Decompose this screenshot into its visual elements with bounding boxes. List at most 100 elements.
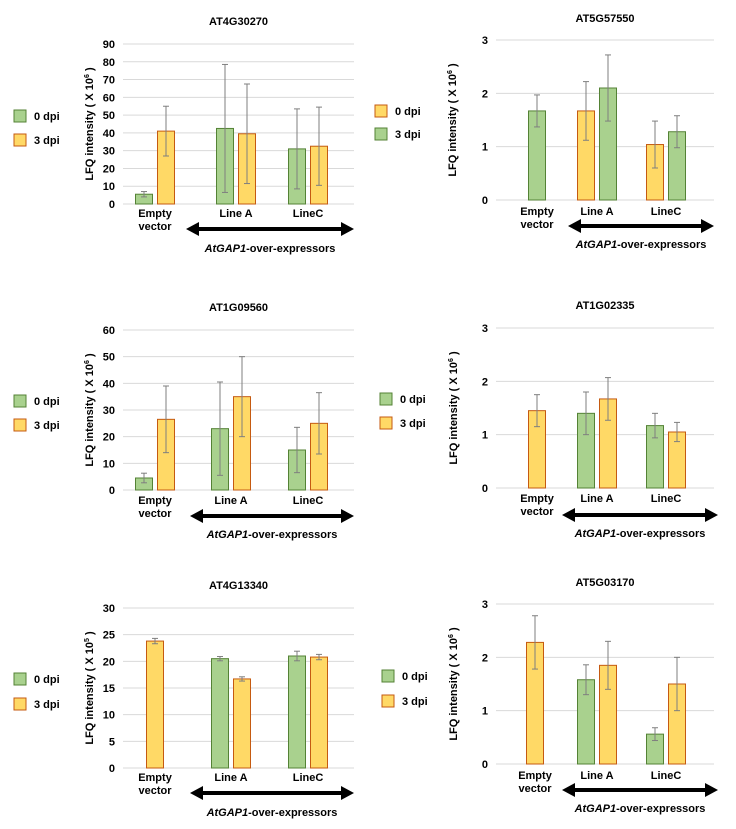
arrow-head-right bbox=[341, 509, 354, 523]
bar-0-dpi bbox=[288, 655, 306, 769]
y-axis-label-text: LFQ intensity ( X 10 bbox=[84, 78, 96, 181]
y-tick-label: 1 bbox=[482, 706, 488, 718]
category-label-line: Line A bbox=[580, 770, 613, 782]
category-label-line: Line A bbox=[214, 772, 247, 784]
y-tick-label: 70 bbox=[103, 75, 115, 87]
error-bar bbox=[294, 108, 300, 190]
error-bar bbox=[294, 650, 300, 662]
y-tick-label: 10 bbox=[103, 710, 115, 722]
y-tick-label: 30 bbox=[103, 146, 115, 158]
error-bar bbox=[605, 54, 611, 122]
category-label: Empty vector bbox=[138, 495, 173, 520]
y-axis-label-exponent: 6 bbox=[448, 634, 455, 638]
y-tick-label: 20 bbox=[103, 656, 115, 668]
y-tick-label: 0 bbox=[109, 485, 115, 497]
legend-label: 0 dpi bbox=[34, 396, 60, 408]
category-label-line: LineC bbox=[293, 495, 324, 507]
chart-title: AT1G09560 bbox=[209, 302, 268, 314]
category-label-line: LineC bbox=[651, 770, 682, 782]
category-label: Empty vector bbox=[138, 772, 173, 797]
legend-label: 3 dpi bbox=[34, 420, 60, 432]
y-axis-label-text: LFQ intensity ( X 10 bbox=[447, 74, 459, 177]
category-label-line: LineC bbox=[651, 206, 682, 218]
arrow-label: AtGAP1-over-expressors bbox=[574, 528, 706, 540]
legend-swatch bbox=[379, 416, 393, 430]
y-axis-label-close: ) bbox=[448, 627, 460, 634]
arrow-head-left bbox=[190, 786, 203, 800]
arrow-label-gene: AtGAP1 bbox=[204, 243, 247, 255]
y-tick-label: 3 bbox=[482, 35, 488, 47]
category-label: Line A bbox=[219, 208, 252, 220]
y-tick-label: 10 bbox=[103, 458, 115, 470]
y-tick-label: 1 bbox=[482, 430, 488, 442]
arrow-label: AtGAP1-over-expressors bbox=[206, 529, 338, 541]
category-label: Empty vector bbox=[518, 770, 553, 795]
category-label: Line A bbox=[214, 495, 247, 507]
y-tick-label: 2 bbox=[482, 652, 488, 664]
chart-title: AT5G03170 bbox=[575, 577, 634, 589]
y-tick-label: 0 bbox=[109, 763, 115, 775]
y-tick-label: 15 bbox=[103, 683, 115, 695]
arrow-label: AtGAP1-over-expressors bbox=[575, 239, 707, 251]
category-label-line: vector bbox=[518, 783, 552, 795]
y-axis-label: LFQ intensity ( X 106 ) bbox=[448, 627, 460, 741]
error-bar bbox=[652, 412, 658, 439]
y-tick-label: 50 bbox=[103, 110, 115, 122]
legend-swatch bbox=[13, 394, 27, 408]
arrow-label-gene: AtGAP1 bbox=[574, 803, 617, 815]
y-tick-label: 1 bbox=[482, 142, 488, 154]
legend-swatch bbox=[13, 697, 27, 711]
legend-swatch bbox=[13, 109, 27, 123]
chart-title: AT1G02335 bbox=[575, 300, 634, 312]
category-label-line: Line A bbox=[219, 208, 252, 220]
legend-label: 0 dpi bbox=[34, 111, 60, 123]
legend-label: 3 dpi bbox=[395, 129, 421, 141]
legend-label: 0 dpi bbox=[400, 394, 426, 406]
arrow-label-gene: AtGAP1 bbox=[206, 529, 249, 541]
chart-panel-at5g57550: AT5G57550 0 1 2 3 LFQ intensity ( X 106 ) Empt… bbox=[374, 13, 714, 251]
y-axis-label-exponent: 6 bbox=[84, 360, 91, 364]
category-label: LineC bbox=[651, 206, 682, 218]
chart-panel-at4g13340: AT4G13340 0 5 10 15 20 25 30 LFQ intensity ( X 1… bbox=[13, 580, 354, 819]
y-tick-label: 60 bbox=[103, 325, 115, 337]
arrow-head-left bbox=[186, 222, 199, 236]
category-label: Empty vector bbox=[138, 208, 173, 233]
y-axis-label-text: LFQ intensity ( X 10 bbox=[448, 362, 460, 465]
arrow-head-right bbox=[705, 508, 718, 522]
y-tick-label: 40 bbox=[103, 378, 115, 390]
legend-swatch bbox=[379, 392, 393, 406]
arrow-label-gene: AtGAP1 bbox=[575, 239, 618, 251]
arrow-label-rest: -over-expressors bbox=[616, 528, 705, 540]
y-tick-label: 3 bbox=[482, 599, 488, 611]
y-tick-label: 40 bbox=[103, 128, 115, 140]
arrow-label-rest: -over-expressors bbox=[617, 239, 706, 251]
y-axis-label: LFQ intensity ( X 106 ) bbox=[448, 351, 460, 465]
error-bar bbox=[239, 676, 245, 682]
arrow-head-right bbox=[701, 219, 714, 233]
category-label: LineC bbox=[293, 208, 324, 220]
chart-panel-at4g30270: AT4G30270 0 10 20 30 40 50 60 70 80 90 LFQ intensit… bbox=[13, 16, 354, 255]
chart-panel-at1g02335: AT1G02335 0 1 2 3 LFQ intensity ( X 106 ) Empt… bbox=[379, 300, 718, 540]
y-axis-label-exponent: 6 bbox=[447, 70, 454, 74]
chart-title: AT4G13340 bbox=[209, 580, 268, 592]
category-label-line: Empty bbox=[138, 772, 173, 784]
y-tick-label: 2 bbox=[482, 88, 488, 100]
y-axis-label: LFQ intensity ( X 106 ) bbox=[84, 353, 96, 467]
category-label-line: vector bbox=[520, 219, 554, 231]
arrow-head-right bbox=[705, 783, 718, 797]
category-label-line: Line A bbox=[214, 495, 247, 507]
y-tick-label: 3 bbox=[482, 323, 488, 335]
y-axis-label-text: LFQ intensity ( X 10 bbox=[84, 364, 96, 467]
arrow-head-right bbox=[341, 786, 354, 800]
arrow-head-left bbox=[562, 508, 575, 522]
error-bar bbox=[583, 81, 589, 141]
y-axis-label: LFQ intensity ( X 105 ) bbox=[84, 631, 96, 745]
arrow-label-rest: -over-expressors bbox=[248, 807, 337, 819]
legend-label: 3 dpi bbox=[34, 699, 60, 711]
y-tick-label: 30 bbox=[103, 405, 115, 417]
y-tick-label: 90 bbox=[103, 39, 115, 51]
legend-swatch bbox=[13, 133, 27, 147]
y-axis-label-exponent: 6 bbox=[84, 74, 91, 78]
error-bar bbox=[244, 83, 250, 185]
